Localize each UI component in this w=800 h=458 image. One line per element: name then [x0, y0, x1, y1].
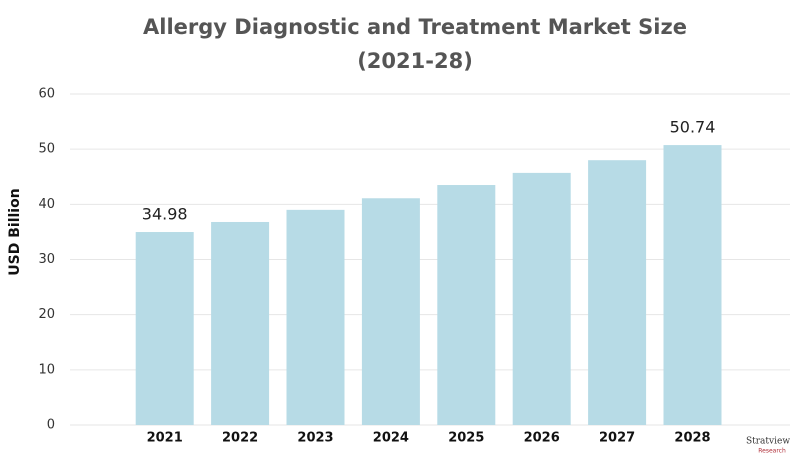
- y-tick-label: 0: [47, 418, 55, 433]
- bar: [361, 198, 420, 425]
- y-tick-label: 60: [38, 87, 55, 102]
- y-tick-label: 20: [38, 307, 55, 322]
- bar: [663, 145, 722, 425]
- x-tick-label: 2025: [448, 431, 484, 446]
- y-tick-label: 40: [38, 197, 55, 212]
- bar: [512, 172, 571, 425]
- x-tick-label: 2027: [599, 431, 635, 446]
- y-axis-label: USD Billion: [7, 188, 23, 275]
- x-tick-label: 2024: [373, 431, 409, 446]
- data-label: 34.98: [142, 205, 188, 224]
- chart-title: (2021-28): [357, 49, 473, 73]
- bar: [135, 232, 194, 425]
- x-tick-label: 2022: [222, 431, 258, 446]
- bar: [437, 185, 496, 425]
- bar: [588, 160, 647, 425]
- chart-title: Allergy Diagnostic and Treatment Market …: [143, 15, 687, 39]
- x-tick-label: 2026: [524, 431, 560, 446]
- y-tick-label: 30: [38, 252, 55, 267]
- logo-sub: Research: [758, 448, 786, 455]
- data-label: 50.74: [670, 118, 716, 137]
- y-tick-label: 10: [38, 362, 55, 377]
- y-tick-label: 50: [38, 142, 55, 157]
- bar: [211, 221, 270, 425]
- bar: [286, 209, 345, 425]
- logo-name: Stratview: [746, 437, 790, 447]
- x-tick-label: 2028: [674, 431, 710, 446]
- x-tick-label: 2023: [297, 431, 333, 446]
- x-tick-label: 2021: [147, 431, 183, 446]
